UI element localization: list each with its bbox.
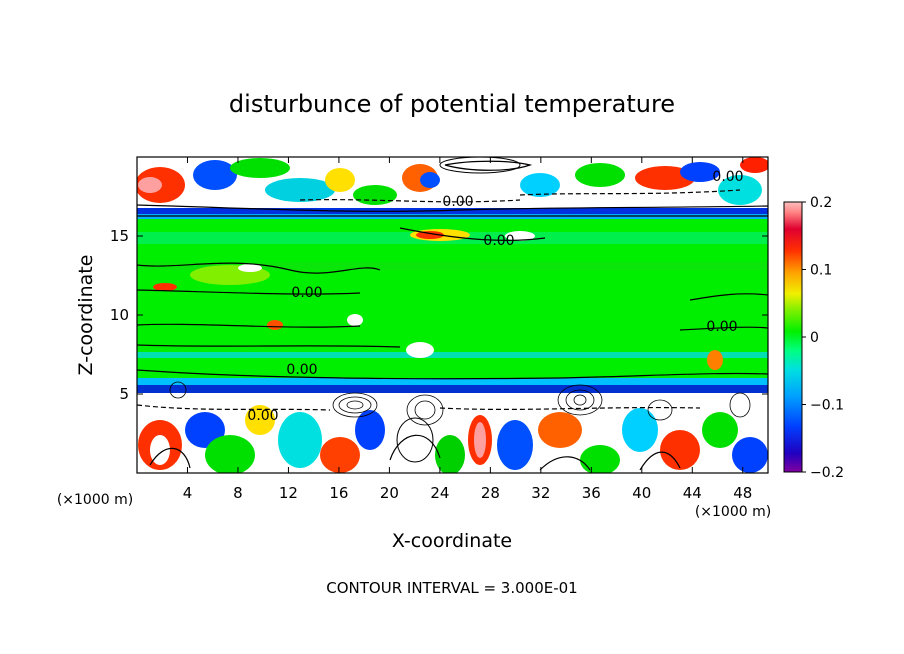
- colorbar-tick-label: 0.1: [810, 263, 832, 279]
- x-axis: 4 8 12 16 20 24 28 32 36 40 44 48: [183, 157, 752, 502]
- mid-band-cyan: [137, 352, 768, 358]
- contour-label-group: 0.00 0.00 0.00 0.00 0.00 0.00 0.00: [247, 169, 743, 424]
- x-tick-label: 40: [632, 484, 651, 502]
- colorbar-tick-label: −0.1: [810, 398, 844, 414]
- colorbar: 0.2 0.1 0 −0.1 −0.2: [783, 195, 844, 481]
- contour-label: 0.00: [442, 194, 473, 210]
- contour-label: 0.00: [286, 362, 317, 378]
- colorbar-gradient: [783, 201, 803, 473]
- x-tick-label: 28: [481, 484, 500, 502]
- x-tick-label: 8: [233, 484, 243, 502]
- y-tick-label: 5: [119, 385, 129, 403]
- contour-lines: [137, 160, 768, 471]
- y-axis-title: Z-coordinate: [75, 255, 97, 376]
- contour-label: 0.00: [712, 169, 743, 185]
- tropopause-blue: [137, 208, 768, 214]
- x-unit-label-right: (×1000 m): [695, 504, 771, 520]
- y-tick-label: 10: [110, 306, 129, 324]
- lower-band-cyan: [137, 378, 768, 385]
- x-unit-label-left: (×1000 m): [57, 492, 133, 508]
- plot-area: [137, 157, 768, 473]
- mid-band-blobs: [153, 229, 723, 370]
- x-tick-label: 48: [733, 484, 752, 502]
- x-tick-label: 36: [582, 484, 601, 502]
- contour-label: 0.00: [291, 285, 322, 301]
- x-tick-label: 16: [329, 484, 348, 502]
- mid-band-dark: [137, 262, 768, 270]
- x-tick-label: 32: [531, 484, 550, 502]
- x-tick-label: 24: [430, 484, 449, 502]
- x-tick-label: 44: [683, 484, 702, 502]
- x-tick-label: 4: [183, 484, 193, 502]
- x-axis-title: X-coordinate: [392, 530, 512, 552]
- x-tick-label: 20: [380, 484, 399, 502]
- colorbar-tick-label: 0: [810, 330, 819, 346]
- chart-title: disturbunce of potential temperature: [229, 90, 675, 118]
- y-tick-label: 15: [110, 227, 129, 245]
- colorbar-ticks: 0.2 0.1 0 −0.1 −0.2: [802, 195, 844, 481]
- contour-label: 0.00: [247, 408, 278, 424]
- contour-interval-note: CONTOUR INTERVAL = 3.000E-01: [326, 579, 577, 597]
- lower-band-blue: [137, 385, 768, 393]
- lower-band-blobs: [138, 405, 768, 473]
- colorbar-tick-label: −0.2: [810, 465, 844, 481]
- colorbar-tick-label: 0.2: [810, 195, 832, 211]
- contour-clusters: [169, 381, 751, 426]
- contour-label: 0.00: [706, 319, 737, 335]
- y-axis: 5 10 15: [110, 227, 768, 403]
- contour-label: 0.00: [483, 233, 514, 249]
- x-tick-label: 12: [279, 484, 298, 502]
